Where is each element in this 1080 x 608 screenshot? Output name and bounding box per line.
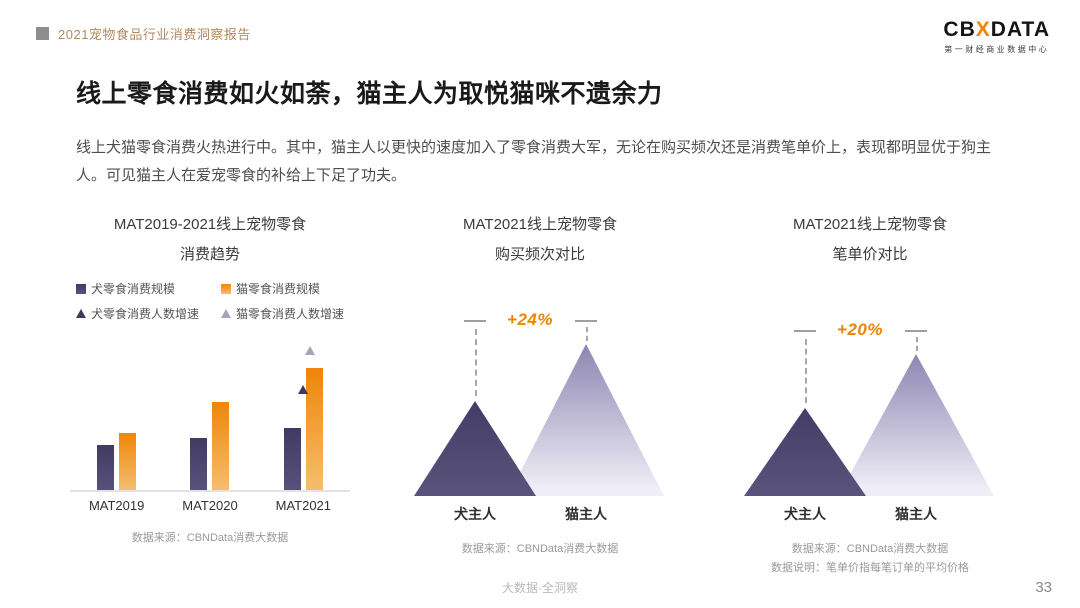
x-label-mat2020: MAT2020 xyxy=(182,498,238,513)
cat-owner-label: 猫主人 xyxy=(565,506,607,522)
legend-item-dog-scale: 犬零食消费规模 xyxy=(75,280,199,297)
chart1-data-source: 数据来源：CBNData消费大数据 xyxy=(131,532,289,544)
bar xyxy=(97,445,115,490)
chart-purchase-frequency: MAT2021线上宠物零食 购买频次对比 +24% 犬主人 猫主人 数据来源：C… xyxy=(375,210,705,577)
growth-triangle-marker xyxy=(304,346,315,355)
legend-label: 犬零食消费人数增速 xyxy=(90,307,199,321)
logo-x-mark: X xyxy=(975,18,991,41)
peak-labels-frequency: 犬主人 猫主人 xyxy=(400,504,680,524)
chart1-title-line2: 消费趋势 xyxy=(179,246,240,263)
legend-label: 猫零食消费规模 xyxy=(236,282,321,296)
delta-percentage-label: +20% xyxy=(837,320,883,339)
chart3-data-source: 数据来源：CBNData消费大数据 数据说明：笔单价指每笔订单的平均价格 xyxy=(705,540,1035,577)
page-number: 33 xyxy=(1035,579,1052,596)
chart3-title-line1: MAT2021线上宠物零食 xyxy=(793,216,947,233)
cbndata-logo: CBXDATA 第一财经商业数据中心 xyxy=(943,18,1050,55)
x-label-mat2019: MAT2019 xyxy=(88,498,145,513)
chart-consumption-trend: MAT2019-2021线上宠物零食 消费趋势 犬零食消费规模 猫零食消费规模 … xyxy=(45,210,375,577)
bar-group-mat2021 xyxy=(283,346,323,490)
legend-item-cat-scale: 猫零食消费规模 xyxy=(221,280,344,297)
legend-item-dog-growth: 犬零食消费人数增速 xyxy=(75,305,199,322)
peaks-plot-price: +20% xyxy=(730,296,1010,496)
cat-peak-shape xyxy=(838,354,994,496)
x-label-mat2021: MAT2021 xyxy=(275,498,332,513)
peaks-plot-frequency: +24% xyxy=(400,296,680,496)
bar-group-mat2020 xyxy=(190,402,230,490)
dog-peak-shape xyxy=(744,408,866,496)
cat-guide-tick xyxy=(905,330,927,332)
dog-scale-swatch-icon xyxy=(75,283,86,294)
chart1-title-line1: MAT2019-2021线上宠物零食 xyxy=(113,216,307,233)
dog-growth-triangle-icon xyxy=(75,309,86,318)
bar xyxy=(119,433,137,490)
bar-group-mat2019 xyxy=(97,433,137,490)
bar xyxy=(305,368,323,490)
dog-peak-shape xyxy=(414,401,536,496)
cbndata-logo-text: CBXDATA xyxy=(943,18,1050,41)
header-square-marker xyxy=(36,27,49,40)
chart1-legend: 犬零食消费规模 猫零食消费规模 犬零食消费人数增速 猫零食消费人数增速 xyxy=(45,280,375,322)
dog-guide-dash xyxy=(475,329,477,396)
footer-tagline: 大数据·全洞察 xyxy=(502,581,578,595)
dog-guide-dash xyxy=(805,339,807,403)
chart2-title-line2: 购买频次对比 xyxy=(494,246,585,263)
chart2-title: MAT2021线上宠物零食 购买频次对比 xyxy=(375,210,705,270)
bar xyxy=(212,402,230,490)
legend-label: 犬零食消费规模 xyxy=(90,282,175,296)
cat-guide-dash xyxy=(916,337,918,351)
chart-order-value: MAT2021线上宠物零食 笔单价对比 +20% 犬主人 猫主人 数据来源：CB… xyxy=(705,210,1035,577)
chart3-source-note: 数据说明：笔单价指每笔订单的平均价格 xyxy=(771,561,969,574)
chart2-title-line1: MAT2021线上宠物零食 xyxy=(463,216,617,233)
growth-triangle-marker xyxy=(297,385,308,394)
dog-owner-label: 犬主人 xyxy=(784,506,826,522)
dog-owner-label: 犬主人 xyxy=(454,506,496,522)
cat-owner-label: 猫主人 xyxy=(895,506,937,522)
cat-guide-tick xyxy=(575,320,597,322)
cat-scale-swatch-icon xyxy=(221,283,231,294)
legend-label: 猫零食消费人数增速 xyxy=(236,307,345,321)
chart3-title-line2: 笔单价对比 xyxy=(832,246,908,263)
logo-left: CB xyxy=(943,18,976,41)
x-axis-labels: MAT2019 MAT2020 MAT2021 xyxy=(70,498,350,513)
page-title: 线上零食消费如火如荼，猫主人为取悦猫咪不遗余力 xyxy=(76,80,663,108)
chart3-source-line: 数据来源：CBNData消费大数据 xyxy=(791,543,949,555)
cat-guide-dash xyxy=(586,327,588,341)
bar xyxy=(190,438,208,490)
chart2-data-source: 数据来源：CBNData消费大数据 xyxy=(461,543,619,555)
dog-guide-tick xyxy=(464,320,486,322)
cat-growth-triangle-icon xyxy=(221,309,231,318)
chart3-title: MAT2021线上宠物零食 笔单价对比 xyxy=(705,210,1035,270)
bar-chart-plot xyxy=(70,342,350,492)
header-report-title: 2021宠物食品行业消费洞察报告 xyxy=(58,27,251,42)
logo-right: DATA xyxy=(990,18,1050,41)
cbndata-logo-subtitle: 第一财经商业数据中心 xyxy=(944,45,1050,55)
chart1-title: MAT2019-2021线上宠物零食 消费趋势 xyxy=(45,210,375,270)
charts-row: MAT2019-2021线上宠物零食 消费趋势 犬零食消费规模 猫零食消费规模 … xyxy=(45,210,1035,577)
legend-item-cat-growth: 猫零食消费人数增速 xyxy=(221,305,344,322)
delta-percentage-label: +24% xyxy=(507,310,553,329)
intro-paragraph: 线上犬猫零食消费火热进行中。其中，猫主人以更快的速度加入了零食消费大军，无论在购… xyxy=(76,139,992,184)
bar xyxy=(283,428,301,490)
header-report-title-group: 2021宠物食品行业消费洞察报告 xyxy=(36,24,251,43)
peak-labels-price: 犬主人 猫主人 xyxy=(730,504,1010,524)
dog-guide-tick xyxy=(794,330,816,332)
cat-peak-shape xyxy=(508,344,664,496)
